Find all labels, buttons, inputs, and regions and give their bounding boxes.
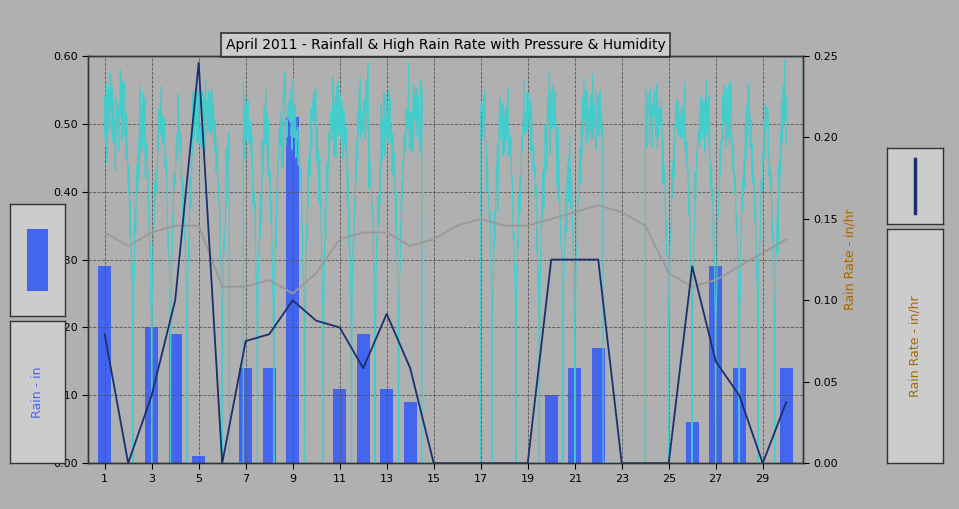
Bar [380,388,393,463]
Bar [192,457,205,463]
Bar [145,327,158,463]
Bar [286,117,299,463]
Text: Rain - in: Rain - in [31,366,44,418]
Bar [239,368,252,463]
Bar [357,334,369,463]
Bar [98,266,111,463]
Bar [569,368,581,463]
Y-axis label: Rain - in: Rain - in [35,234,48,286]
Bar [733,368,746,463]
Bar [169,334,181,463]
Bar [404,402,416,463]
Bar [27,230,48,291]
Bar [686,422,699,463]
Bar [780,368,793,463]
Y-axis label: Rain Rate - in/hr: Rain Rate - in/hr [843,209,856,310]
Bar [333,388,346,463]
Title: April 2011 - Rainfall & High Rain Rate with Pressure & Humidity: April 2011 - Rainfall & High Rain Rate w… [225,38,666,52]
Text: Rain Rate - in/hr: Rain Rate - in/hr [908,295,922,397]
Bar [263,368,275,463]
Bar [592,348,605,463]
Bar [710,266,722,463]
Bar [545,395,558,463]
